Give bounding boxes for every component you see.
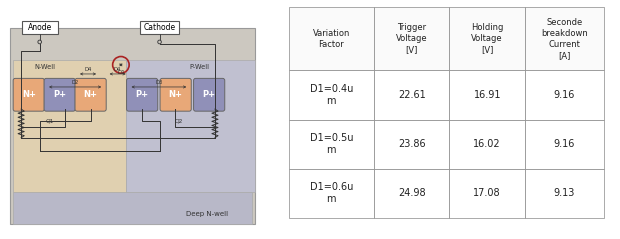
FancyBboxPatch shape (140, 21, 179, 34)
Text: Seconde
breakdown
Current
[A]: Seconde breakdown Current [A] (541, 17, 588, 60)
Text: D4: D4 (114, 67, 122, 72)
Text: Trigger
Voltage
[V]: Trigger Voltage [V] (396, 23, 427, 54)
FancyBboxPatch shape (450, 169, 525, 218)
Text: D3: D3 (155, 80, 162, 85)
FancyBboxPatch shape (525, 120, 604, 169)
Text: 24.98: 24.98 (398, 188, 425, 198)
Text: 9.16: 9.16 (554, 139, 575, 149)
FancyBboxPatch shape (160, 78, 191, 111)
Text: Deep N-well: Deep N-well (186, 211, 228, 217)
Text: 16.91: 16.91 (474, 90, 501, 100)
Text: N+: N+ (84, 90, 97, 99)
Text: D1: D1 (117, 70, 125, 75)
FancyBboxPatch shape (13, 78, 45, 111)
Text: D1=0.4u
m: D1=0.4u m (309, 84, 353, 106)
Text: P+: P+ (53, 90, 66, 99)
FancyBboxPatch shape (10, 28, 255, 224)
Text: Anode: Anode (27, 23, 52, 32)
Text: Q2: Q2 (175, 118, 183, 123)
Text: Holding
Voltage
[V]: Holding Voltage [V] (471, 23, 503, 54)
Text: 17.08: 17.08 (474, 188, 501, 198)
FancyBboxPatch shape (289, 120, 374, 169)
Text: 23.86: 23.86 (398, 139, 425, 149)
Text: Variation
Factor: Variation Factor (312, 29, 350, 49)
Text: P+: P+ (136, 90, 149, 99)
FancyBboxPatch shape (22, 21, 58, 34)
FancyBboxPatch shape (289, 169, 374, 218)
Text: 16.02: 16.02 (474, 139, 501, 149)
FancyBboxPatch shape (289, 7, 374, 70)
FancyBboxPatch shape (44, 78, 75, 111)
FancyBboxPatch shape (193, 78, 225, 111)
FancyBboxPatch shape (374, 120, 450, 169)
Text: Cathode: Cathode (143, 23, 175, 32)
FancyBboxPatch shape (126, 60, 255, 192)
Text: D1=0.6u
m: D1=0.6u m (309, 182, 353, 205)
Text: 9.16: 9.16 (554, 90, 575, 100)
FancyBboxPatch shape (289, 70, 374, 120)
FancyBboxPatch shape (450, 120, 525, 169)
Text: P-Well: P-Well (190, 65, 210, 71)
Text: D4: D4 (84, 67, 92, 72)
FancyBboxPatch shape (525, 7, 604, 70)
FancyBboxPatch shape (450, 70, 525, 120)
Text: Q1: Q1 (46, 118, 54, 123)
Text: D2: D2 (71, 80, 79, 85)
Text: N+: N+ (169, 90, 183, 99)
Text: 22.61: 22.61 (398, 90, 425, 100)
FancyBboxPatch shape (12, 192, 252, 224)
Text: N-Well: N-Well (34, 65, 55, 71)
FancyBboxPatch shape (525, 169, 604, 218)
FancyBboxPatch shape (374, 70, 450, 120)
FancyBboxPatch shape (126, 78, 157, 111)
Text: P+: P+ (203, 90, 216, 99)
FancyBboxPatch shape (374, 169, 450, 218)
Text: N+: N+ (22, 90, 36, 99)
Text: 9.13: 9.13 (554, 188, 575, 198)
FancyBboxPatch shape (12, 60, 126, 192)
FancyBboxPatch shape (75, 78, 106, 111)
FancyBboxPatch shape (374, 7, 450, 70)
Text: D1=0.5u
m: D1=0.5u m (309, 133, 353, 155)
FancyBboxPatch shape (525, 70, 604, 120)
FancyBboxPatch shape (450, 7, 525, 70)
